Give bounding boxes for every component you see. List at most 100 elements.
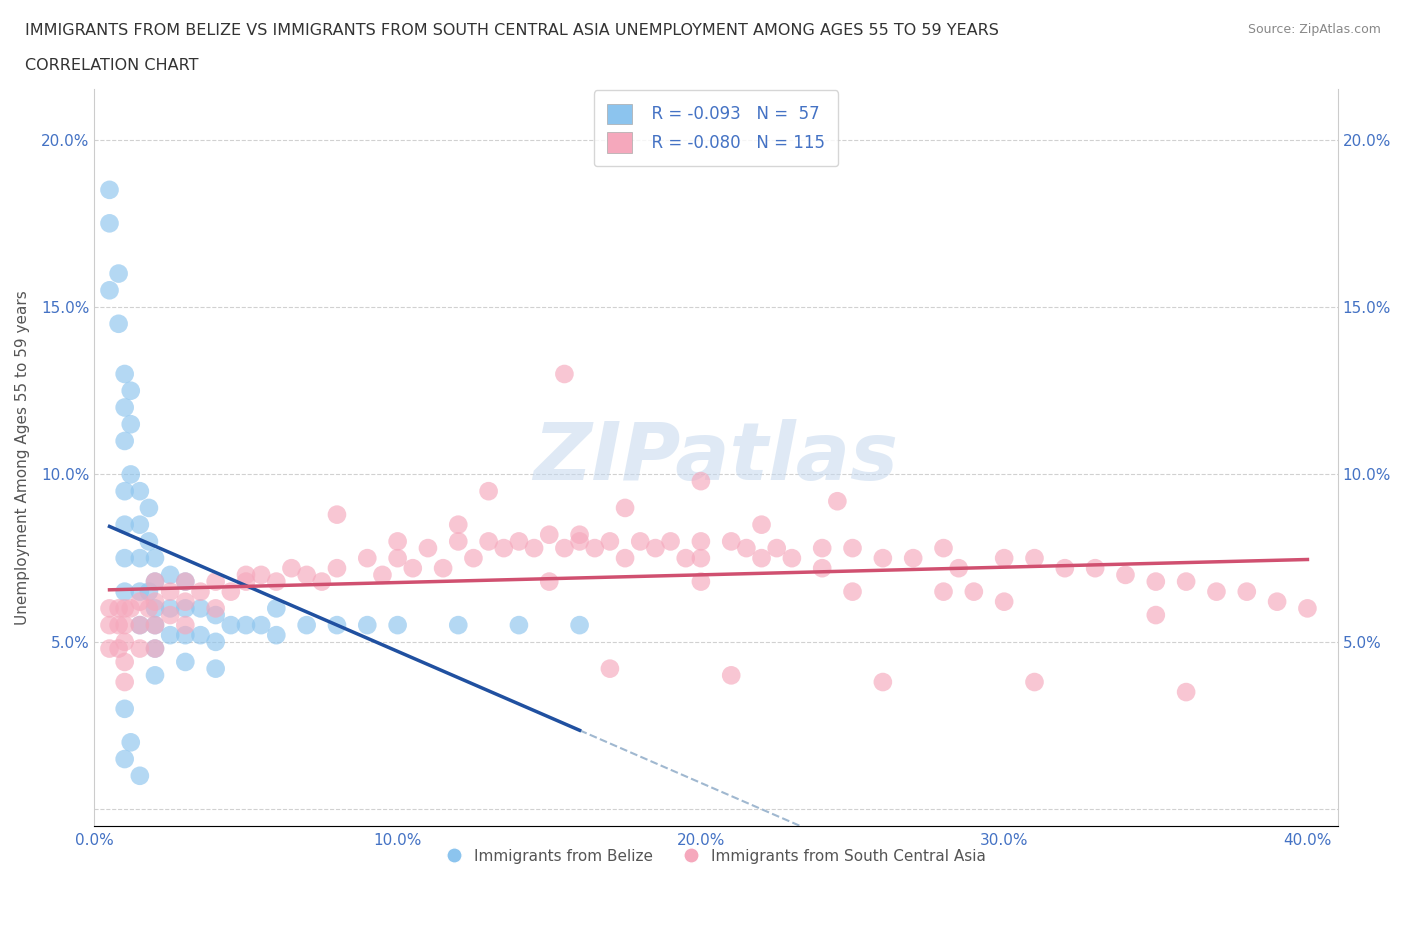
Point: [416, 540, 439, 555]
Point: [159, 628, 181, 643]
Point: [508, 618, 530, 632]
Point: [174, 594, 197, 609]
Point: [948, 561, 970, 576]
Point: [751, 551, 773, 565]
Point: [568, 534, 591, 549]
Point: [811, 561, 834, 576]
Point: [599, 534, 621, 549]
Point: [174, 618, 197, 632]
Point: [120, 601, 142, 616]
Point: [120, 417, 142, 432]
Point: [932, 540, 955, 555]
Point: [387, 534, 409, 549]
Point: [114, 674, 136, 689]
Point: [143, 551, 166, 565]
Point: [690, 551, 713, 565]
Point: [523, 540, 546, 555]
Point: [138, 584, 160, 599]
Point: [250, 567, 273, 582]
Point: [387, 551, 409, 565]
Point: [204, 634, 226, 649]
Point: [266, 574, 288, 589]
Point: [143, 641, 166, 656]
Point: [128, 584, 150, 599]
Point: [114, 655, 136, 670]
Point: [1296, 601, 1319, 616]
Point: [492, 540, 515, 555]
Point: [143, 668, 166, 683]
Point: [120, 383, 142, 398]
Point: [478, 534, 501, 549]
Point: [174, 655, 197, 670]
Point: [159, 607, 181, 622]
Point: [690, 574, 713, 589]
Point: [128, 551, 150, 565]
Y-axis label: Unemployment Among Ages 55 to 59 years: Unemployment Among Ages 55 to 59 years: [15, 290, 30, 625]
Point: [235, 574, 257, 589]
Point: [1205, 584, 1227, 599]
Point: [190, 584, 212, 599]
Point: [143, 601, 166, 616]
Point: [128, 618, 150, 632]
Text: ZIPatlas: ZIPatlas: [533, 418, 898, 497]
Point: [720, 534, 742, 549]
Point: [765, 540, 787, 555]
Point: [174, 574, 197, 589]
Legend: Immigrants from Belize, Immigrants from South Central Asia: Immigrants from Belize, Immigrants from …: [440, 843, 991, 870]
Point: [128, 517, 150, 532]
Point: [553, 366, 575, 381]
Point: [114, 618, 136, 632]
Point: [98, 601, 121, 616]
Point: [143, 641, 166, 656]
Point: [371, 567, 394, 582]
Point: [872, 551, 894, 565]
Point: [128, 594, 150, 609]
Point: [932, 584, 955, 599]
Point: [128, 768, 150, 783]
Point: [827, 494, 849, 509]
Point: [174, 601, 197, 616]
Point: [326, 507, 349, 522]
Point: [235, 618, 257, 632]
Point: [690, 473, 713, 488]
Point: [735, 540, 758, 555]
Point: [295, 618, 318, 632]
Point: [190, 628, 212, 643]
Point: [114, 517, 136, 532]
Point: [120, 735, 142, 750]
Point: [98, 283, 121, 298]
Point: [326, 561, 349, 576]
Point: [387, 618, 409, 632]
Point: [1114, 567, 1136, 582]
Point: [128, 641, 150, 656]
Point: [107, 641, 129, 656]
Point: [538, 574, 561, 589]
Point: [463, 551, 485, 565]
Point: [963, 584, 986, 599]
Point: [690, 534, 713, 549]
Point: [1024, 674, 1046, 689]
Point: [841, 540, 863, 555]
Point: [98, 641, 121, 656]
Point: [204, 574, 226, 589]
Point: [447, 618, 470, 632]
Point: [235, 567, 257, 582]
Point: [628, 534, 651, 549]
Point: [568, 618, 591, 632]
Point: [114, 584, 136, 599]
Point: [250, 618, 273, 632]
Point: [1175, 684, 1198, 699]
Point: [447, 534, 470, 549]
Point: [204, 661, 226, 676]
Point: [901, 551, 924, 565]
Point: [114, 366, 136, 381]
Point: [143, 618, 166, 632]
Point: [872, 674, 894, 689]
Point: [356, 551, 378, 565]
Point: [114, 400, 136, 415]
Point: [993, 551, 1015, 565]
Point: [993, 594, 1015, 609]
Point: [143, 594, 166, 609]
Point: [841, 584, 863, 599]
Point: [204, 601, 226, 616]
